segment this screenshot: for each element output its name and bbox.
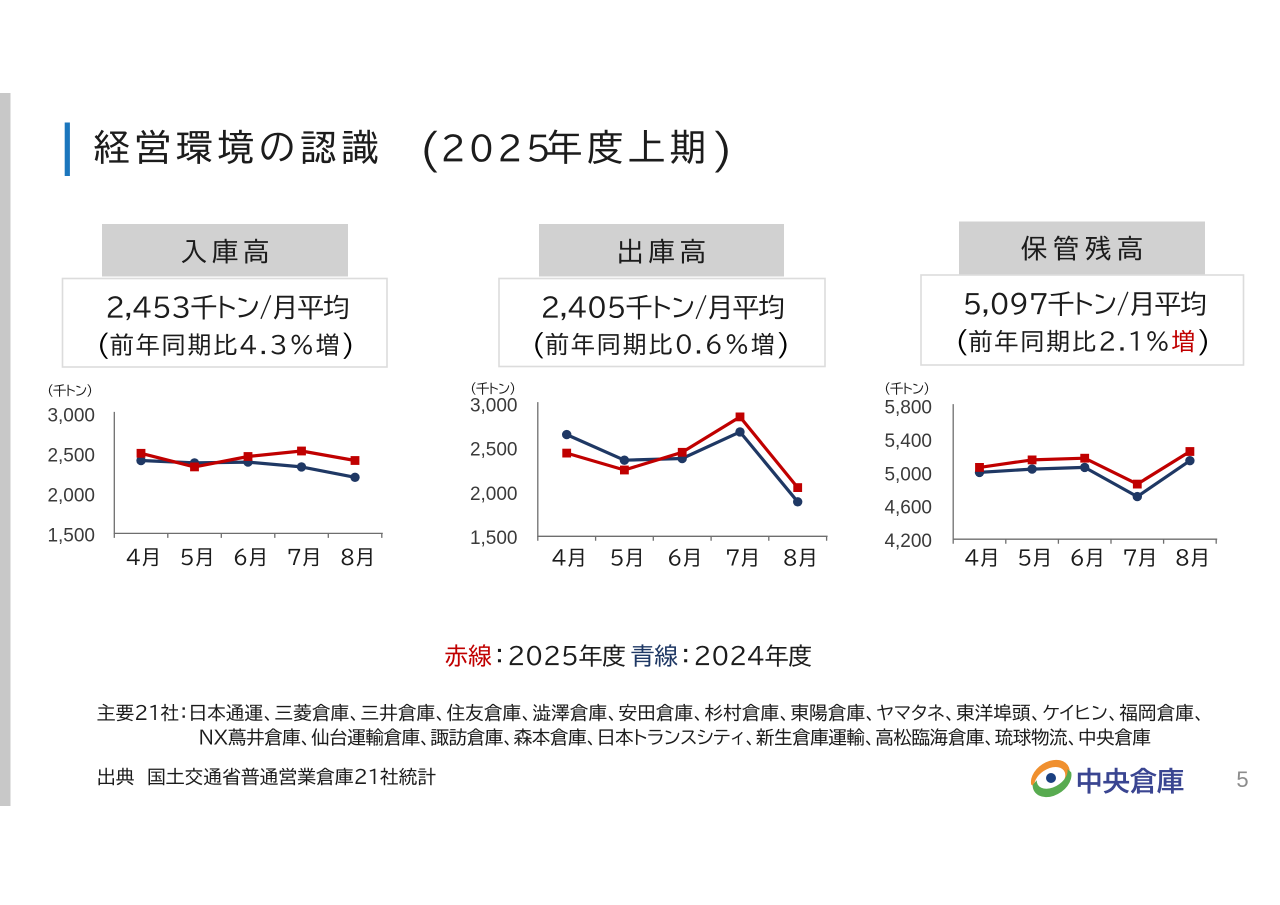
svg-text:3,000: 3,000	[470, 396, 518, 417]
svg-text:1,500: 1,500	[470, 528, 518, 549]
svg-text:5: 5	[1236, 767, 1248, 792]
svg-text:1,500: 1,500	[47, 525, 95, 546]
svg-text:2,500: 2,500	[470, 440, 518, 461]
svg-text:4,200: 4,200	[884, 531, 932, 552]
svg-text:5,000: 5,000	[884, 464, 932, 485]
svg-text:2,000: 2,000	[470, 484, 518, 505]
svg-text:3,000: 3,000	[47, 405, 95, 426]
svg-text:5,400: 5,400	[884, 431, 932, 452]
svg-text:2,000: 2,000	[47, 485, 95, 506]
svg-text:4,600: 4,600	[884, 498, 932, 519]
svg-text:5,800: 5,800	[884, 398, 932, 419]
svg-text:2,500: 2,500	[47, 445, 95, 466]
